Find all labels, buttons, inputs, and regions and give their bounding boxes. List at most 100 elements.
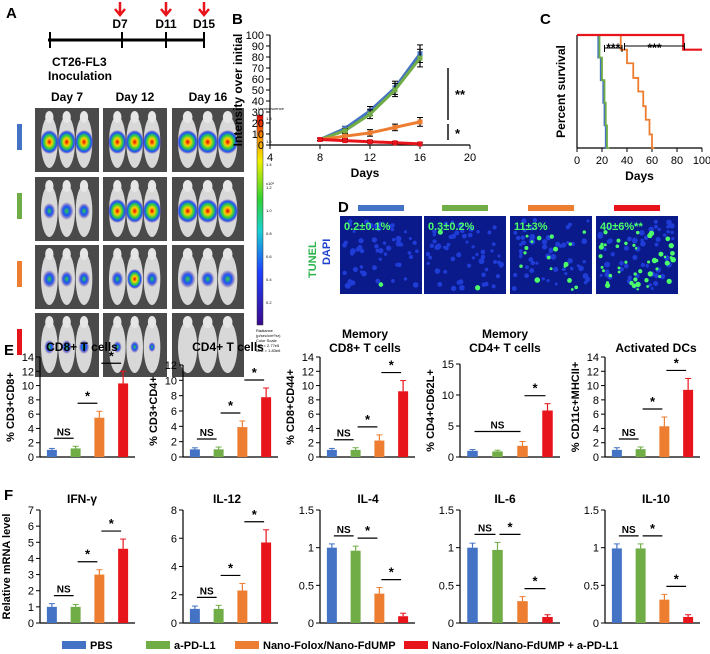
significance-label: *	[109, 516, 115, 531]
dapi-nucleus	[342, 242, 347, 248]
y-tick-label: 12	[302, 366, 314, 378]
dapi-nucleus	[566, 240, 570, 244]
dapi-nucleus	[412, 240, 417, 245]
dapi-nucleus	[475, 252, 479, 257]
inoculation-line2: Inoculation	[48, 69, 112, 83]
dapi-nucleus	[457, 222, 464, 229]
dapi-nucleus	[468, 226, 474, 232]
y-tick-label: 0.5	[299, 580, 314, 592]
y-tick-label: 10	[165, 375, 177, 387]
bioluminescence-signal	[179, 270, 196, 288]
y-tick-label: 1.5	[439, 505, 454, 517]
y-tick-label: 5	[28, 537, 34, 549]
mouse-tail	[45, 111, 54, 123]
y-tick-label: 10	[302, 381, 314, 393]
bar	[492, 549, 503, 623]
y-tick-label: 0.5	[584, 580, 599, 592]
dapi-nucleus	[367, 222, 374, 229]
significance-label: *	[252, 365, 258, 380]
y-tick-label: 10	[442, 390, 454, 402]
dapi-nucleus	[492, 225, 497, 230]
bar	[213, 608, 224, 623]
legend-swatch	[62, 641, 86, 649]
tunel-positive-cell	[603, 243, 607, 247]
dapi-nucleus	[471, 256, 476, 260]
dapi-nucleus	[467, 232, 473, 238]
chart-title: IFN-γ	[67, 492, 97, 506]
tunel-percentage: 11±3%	[514, 221, 548, 233]
dapi-nucleus	[631, 237, 638, 244]
y-tick-label: 4	[28, 423, 34, 435]
timepoint-label: D15	[193, 17, 215, 31]
tunel-positive-cell	[437, 229, 443, 235]
dapi-nucleus	[348, 223, 352, 227]
y-tick-label: 1.5	[299, 505, 314, 517]
significance-label: *	[228, 560, 234, 575]
bioluminescence-signal	[217, 130, 239, 154]
tunel-positive-cell	[651, 257, 658, 264]
tunel-positive-cell	[670, 256, 676, 263]
y-tick-label: 1	[308, 543, 314, 555]
y-tick-label: 50	[252, 85, 264, 97]
significance-label: *	[85, 547, 91, 562]
dapi-nucleus	[564, 271, 568, 276]
tunel-positive-cell	[598, 244, 604, 250]
dapi-nucleus	[442, 245, 447, 249]
dapi-nucleus	[525, 265, 529, 270]
y-tick-label: 10	[22, 381, 34, 393]
data-point	[392, 124, 398, 130]
scale-footnote: Min = 2.77e5	[256, 343, 280, 348]
dapi-nucleus	[521, 240, 526, 246]
tunel-image	[424, 216, 506, 294]
survival-curve	[577, 34, 610, 149]
mouse-tail	[147, 180, 157, 192]
scale-tick: 1.0	[266, 208, 272, 213]
dapi-nucleus	[532, 217, 538, 223]
mouse-silhouette	[218, 321, 238, 373]
tunel-positive-cell	[665, 236, 671, 242]
y-tick-label: 14	[587, 352, 599, 364]
bar	[467, 450, 478, 457]
chart-title: CD8+ T cells	[329, 341, 401, 355]
tunel-positive-cell	[634, 246, 638, 250]
y-axis-label: % CD11c+MHCII+	[570, 362, 582, 452]
dapi-nucleus	[666, 224, 670, 229]
bar	[635, 449, 646, 457]
y-tick-label: 12	[165, 360, 177, 372]
tunel-positive-cell	[530, 240, 534, 244]
mouse-tail	[147, 316, 157, 328]
bar	[374, 593, 385, 623]
tunel-positive-cell	[670, 250, 675, 256]
dapi-nucleus	[374, 244, 379, 249]
significance-label: *	[650, 394, 656, 409]
data-point	[342, 138, 348, 144]
bar	[326, 449, 337, 457]
mouse-tail	[62, 111, 71, 123]
bar	[237, 427, 248, 457]
y-tick-label: 15	[442, 359, 454, 371]
significance-label: *	[228, 398, 234, 413]
dapi-nucleus	[640, 241, 646, 247]
mouse-tail	[113, 180, 122, 192]
y-tick-label: 70	[252, 63, 264, 75]
y-tick-label: 10	[587, 381, 599, 393]
tunel-positive-cell	[598, 254, 603, 259]
dapi-nucleus	[358, 238, 364, 244]
dapi-nucleus	[491, 242, 496, 246]
tunel-positive-cell	[638, 269, 643, 274]
significance-label: *	[650, 521, 656, 536]
mouse-tail	[202, 248, 213, 260]
scale-footnote: Radiance	[256, 328, 274, 333]
mouse-tail	[113, 248, 122, 260]
bar	[350, 550, 361, 623]
dapi-nucleus	[541, 244, 548, 250]
significance-label: ***	[606, 41, 620, 55]
dapi-nucleus	[342, 270, 347, 276]
scale-tick: 1.8	[266, 116, 272, 121]
dapi-nucleus	[582, 259, 586, 264]
dapi-nucleus	[487, 230, 492, 235]
dapi-nucleus	[432, 229, 437, 234]
tunel-positive-cell	[549, 267, 553, 271]
